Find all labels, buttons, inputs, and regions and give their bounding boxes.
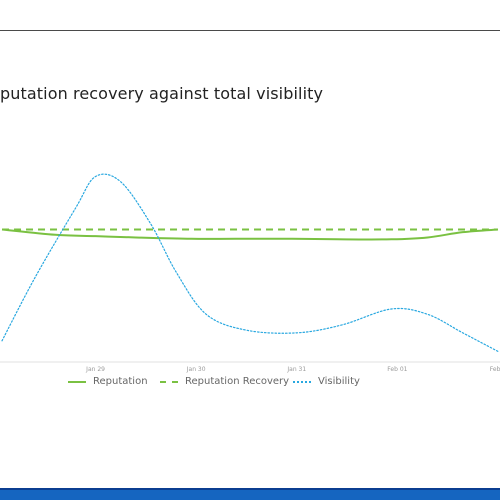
chart-title: putation recovery against total visibili… (0, 84, 324, 103)
x-tick-label: Jan 31 (286, 366, 306, 373)
legend-label: Reputation Recovery (185, 376, 290, 387)
legend-item: Reputation (68, 376, 148, 387)
series-line-reputation (1, 228, 499, 241)
legend-label: Reputation (93, 376, 148, 387)
legend-swatch (160, 380, 178, 383)
x-tick-label: Jan 30 (186, 366, 206, 373)
plot-area (1, 173, 499, 352)
x-tick-label: Feb 01 (387, 366, 407, 373)
x-tick-label: Jan 29 (85, 366, 105, 373)
x-tick-label: Feb 0 (490, 366, 500, 373)
series-line-visibility (1, 173, 499, 352)
legend-swatch (68, 380, 86, 383)
x-axis: Jan 29 Jan 30 Jan 31 Feb 01 Feb 0 (0, 361, 500, 373)
legend-item: Visibility (293, 376, 360, 387)
legend-item: Reputation Recovery (160, 376, 289, 387)
legend-label: Visibility (318, 376, 360, 387)
chart-legend: Reputation Reputation Recovery Visibility (0, 376, 500, 392)
bottom-bar (0, 488, 500, 500)
legend-swatch (293, 380, 311, 383)
top-panel (0, 0, 500, 31)
